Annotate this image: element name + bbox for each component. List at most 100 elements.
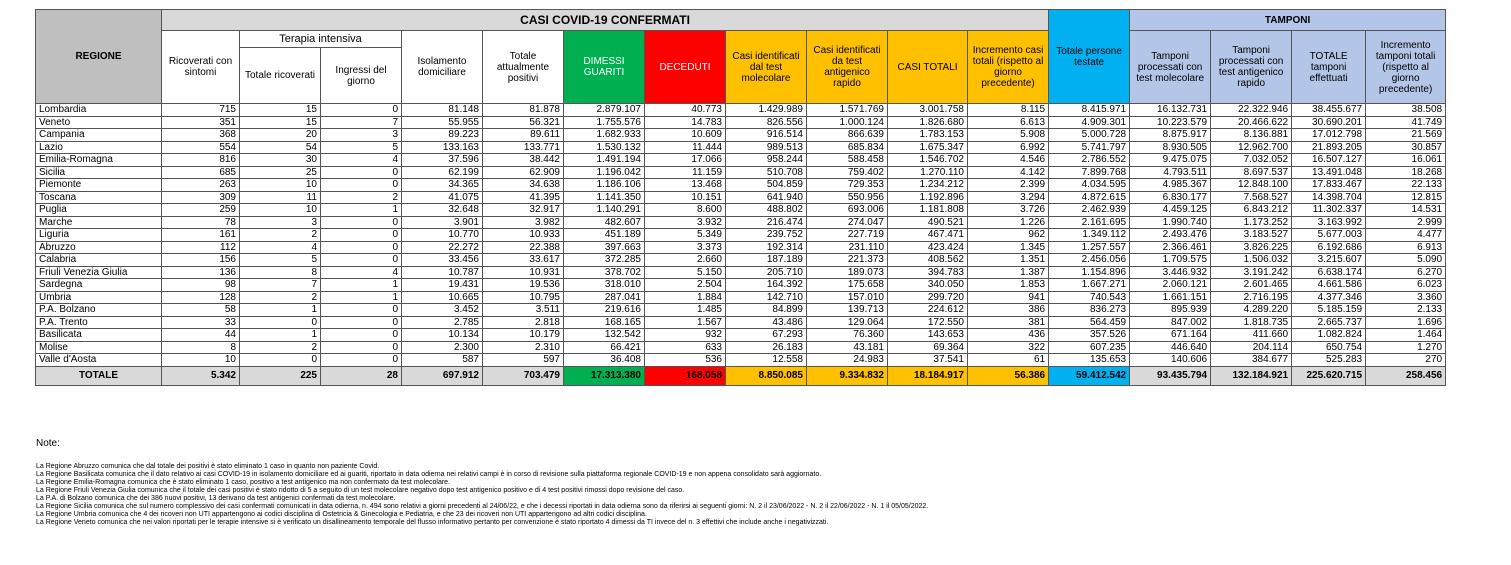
value-cell: 12.848.100	[1210, 178, 1293, 192]
value-cell: 2.879.107	[563, 103, 645, 117]
value-cell: 43.181	[806, 340, 888, 354]
value-cell: 192.314	[725, 240, 807, 254]
value-cell: 2.310	[482, 340, 564, 354]
value-cell: 4.661.586	[1291, 278, 1367, 292]
region-cell: Lombardia	[35, 103, 162, 117]
value-cell: 34.638	[482, 178, 564, 192]
value-cell: 2	[239, 228, 321, 242]
value-cell: 3.163.992	[1291, 215, 1367, 229]
value-cell: 4	[320, 153, 402, 167]
value-cell: 81.878	[482, 103, 564, 117]
value-cell: 10.665	[401, 290, 483, 304]
value-cell: 1.000.124	[806, 115, 888, 129]
note-line: La Regione Friuli Venezia Giulia comunic…	[36, 487, 685, 494]
value-cell: 4.872.615	[1048, 190, 1131, 204]
value-cell: 1.709.575	[1129, 253, 1212, 267]
header-isolamento: Isolamento domiciliare	[401, 30, 483, 104]
value-cell: 536	[644, 353, 726, 367]
value-cell: 32.917	[482, 203, 564, 217]
value-cell: 372.285	[563, 253, 645, 267]
note-line: La Regione Sicilia comunica che sul nume…	[36, 503, 929, 510]
value-cell: 916.514	[725, 128, 807, 142]
value-cell: 5	[320, 140, 402, 154]
value-cell: 2.716.195	[1210, 290, 1293, 304]
value-cell: 231.110	[806, 240, 888, 254]
value-cell: 1.387	[966, 265, 1050, 279]
value-cell: 76.360	[806, 328, 888, 342]
value-cell: 1.082.824	[1291, 328, 1367, 342]
value-cell: 81.148	[401, 103, 483, 117]
value-cell: 0	[320, 103, 402, 117]
value-cell: 2.161.695	[1048, 215, 1131, 229]
value-cell: 129.064	[806, 315, 888, 329]
value-cell: 446.640	[1129, 340, 1212, 354]
region-cell: Calabria	[35, 253, 162, 267]
value-cell: 10.223.579	[1129, 115, 1212, 129]
value-cell: 1.181.808	[887, 203, 968, 217]
value-cell: 128	[161, 290, 240, 304]
value-cell: 1.429.989	[725, 103, 807, 117]
value-cell: 5.677.003	[1291, 228, 1367, 242]
value-cell: 7	[239, 278, 321, 292]
value-cell: 156	[161, 253, 240, 267]
value-cell: 43.486	[725, 315, 807, 329]
value-cell: 2.660	[644, 253, 726, 267]
value-cell: 2.462.939	[1048, 203, 1131, 217]
totals-row: TOTALE 5.342 225 28 697.912 703.479 17.313.380…	[35, 365, 1447, 386]
region-cell: Liguria	[35, 228, 162, 242]
header-dimessi-guariti: DIMESSI GUARITI	[563, 30, 645, 104]
value-cell: 33.617	[482, 253, 564, 267]
value-cell: 351	[161, 115, 240, 129]
value-cell: 10.179	[482, 328, 564, 342]
value-cell: 1.682.933	[563, 128, 645, 142]
value-cell: 0	[320, 178, 402, 192]
table-row: P.A. Bolzano 58 1 0 3.452 3.511 219.616 1.485 84…	[35, 303, 1447, 317]
value-cell: 4.034.595	[1048, 178, 1131, 192]
region-cell: Sicilia	[35, 165, 162, 179]
value-cell: 0	[239, 353, 321, 367]
value-cell: 2.786.552	[1048, 153, 1131, 167]
value-cell: 135.653	[1048, 353, 1131, 367]
value-cell: 18.184.917	[887, 365, 968, 386]
value-cell: 1.270.110	[887, 165, 968, 179]
notes-section: Note: La Regione Abruzzo comunica che da…	[36, 438, 1456, 527]
value-cell: 467.471	[887, 228, 968, 242]
value-cell: 488.802	[725, 203, 807, 217]
note-line: La P.A. di Bolzano comunica che dei 386 …	[36, 495, 396, 502]
value-cell: 10.134	[401, 328, 483, 342]
value-cell: 10.609	[644, 128, 726, 142]
value-cell: 38.442	[482, 153, 564, 167]
value-cell: 5.908	[966, 128, 1050, 142]
value-cell: 263	[161, 178, 240, 192]
value-cell: 587	[401, 353, 483, 367]
notes-title: Note:	[36, 438, 60, 449]
value-cell: 112	[161, 240, 240, 254]
value-cell: 16.061	[1365, 153, 1447, 167]
value-cell: 550.956	[806, 190, 888, 204]
value-cell: 2.999	[1365, 215, 1447, 229]
value-cell: 239.752	[725, 228, 807, 242]
value-cell: 1.270	[1365, 340, 1447, 354]
value-cell: 19.431	[401, 278, 483, 292]
value-cell: 836.273	[1048, 303, 1131, 317]
table-row: Toscana 309 11 2 41.075 41.395 1.141.350 10.151…	[35, 190, 1447, 204]
header-casi-totali: CASI TOTALI	[887, 30, 968, 104]
value-cell: 17.066	[644, 153, 726, 167]
value-cell: 962	[966, 228, 1050, 242]
value-cell: 84.899	[725, 303, 807, 317]
value-cell: 1.826.680	[887, 115, 968, 129]
value-cell: 6.913	[1365, 240, 1447, 254]
value-cell: 2.601.465	[1210, 278, 1293, 292]
value-cell: 54	[239, 140, 321, 154]
value-cell: 5.342	[161, 365, 240, 386]
value-cell: 1.675.347	[887, 140, 968, 154]
value-cell: 411.660	[1210, 328, 1293, 342]
value-cell: 8.850.085	[725, 365, 807, 386]
value-cell: 98	[161, 278, 240, 292]
value-cell: 62.909	[482, 165, 564, 179]
value-cell: 2	[239, 340, 321, 354]
value-cell: 3.215.607	[1291, 253, 1367, 267]
value-cell: 10.931	[482, 265, 564, 279]
value-cell: 1.990.740	[1129, 215, 1212, 229]
note-line: La Regione Abruzzo comunica che dal tota…	[36, 463, 380, 470]
